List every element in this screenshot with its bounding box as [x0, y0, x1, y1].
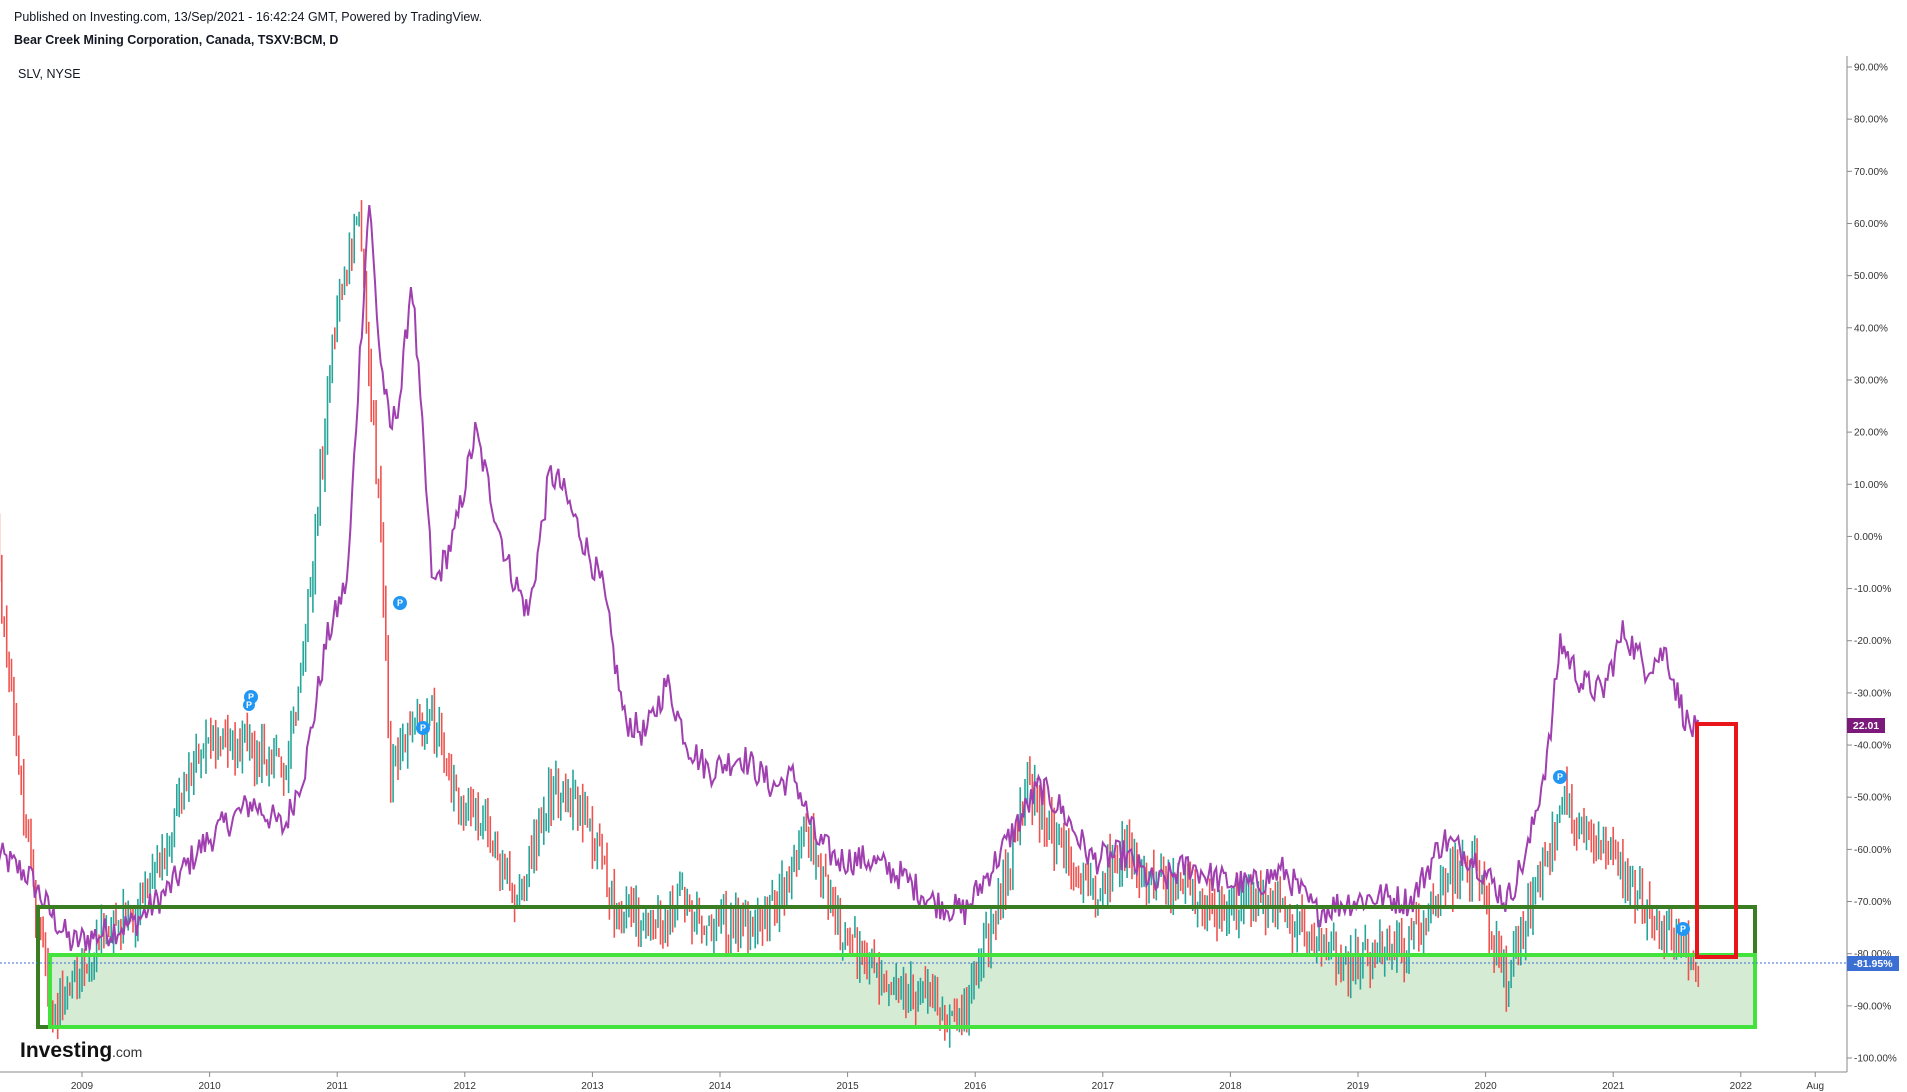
svg-text:P: P — [397, 598, 403, 608]
y-tick-label: -70.00% — [1854, 897, 1891, 908]
x-tick-label: 2017 — [1092, 1081, 1115, 1092]
svg-text:P: P — [1557, 772, 1563, 782]
x-tick-label: 2009 — [71, 1081, 94, 1092]
p-marker[interactable]: P — [1676, 922, 1690, 936]
x-tick-label: 2016 — [964, 1081, 987, 1092]
svg-text:P: P — [1680, 924, 1686, 934]
x-tick-label: 2018 — [1219, 1081, 1242, 1092]
y-tick-label: -30.00% — [1854, 688, 1891, 699]
investing-logo: Investing .com — [20, 1039, 142, 1062]
x-tick-label: Aug — [1806, 1081, 1824, 1092]
x-tick-label: 2020 — [1474, 1081, 1497, 1092]
y-tick-label: 20.00% — [1854, 428, 1888, 439]
x-tick-label: 2021 — [1602, 1081, 1625, 1092]
slv-line — [0, 204, 1700, 952]
x-tick-label: 2012 — [454, 1081, 477, 1092]
x-axis: 2009 2010 2011 2012 2013 2014 2015 2016 2017 2018… — [71, 1072, 1824, 1092]
y-tick-label: -40.00% — [1854, 741, 1891, 752]
slv-line-series — [0, 204, 1700, 952]
p-marker[interactable]: P — [393, 596, 407, 610]
y-tick-label: 50.00% — [1854, 271, 1888, 282]
p-marker[interactable]: P — [243, 699, 255, 711]
bcm-candlestick-series — [0, 200, 1700, 1048]
y-tick-label: 40.00% — [1854, 323, 1888, 334]
bcm-price-tag: -81.95% — [1847, 956, 1899, 971]
p-marker[interactable]: P — [1553, 770, 1567, 784]
y-tick-label: 10.00% — [1854, 480, 1888, 491]
slv-price-tag: 22.01 — [1847, 718, 1885, 733]
svg-text:.com: .com — [112, 1044, 142, 1060]
svg-text:P: P — [246, 700, 252, 710]
svg-text:P: P — [248, 692, 254, 702]
y-tick-label: -10.00% — [1854, 584, 1891, 595]
y-tick-label: 60.00% — [1854, 219, 1888, 230]
y-tick-label: -60.00% — [1854, 845, 1891, 856]
y-tick-label: -80.00% — [1854, 949, 1891, 960]
y-tick-label: -100.00% — [1854, 1054, 1897, 1065]
x-tick-label: 2019 — [1347, 1081, 1370, 1092]
y-axis: 90.00% 80.00% 70.00% 60.00% 50.00% 40.00% 30.0… — [1847, 63, 1897, 1065]
y-tick-label: 0.00% — [1854, 532, 1882, 543]
x-tick-label: 2010 — [198, 1081, 221, 1092]
published-info: Published on Investing.com, 13/Sep/2021 … — [14, 10, 483, 24]
support-zone-fill — [50, 954, 1755, 1027]
y-tick-label: 70.00% — [1854, 167, 1888, 178]
y-tick-label: -90.00% — [1854, 1001, 1891, 1012]
x-tick-label: 2022 — [1730, 1081, 1753, 1092]
p-marker[interactable]: P — [416, 721, 430, 735]
red-target-box — [1695, 722, 1738, 959]
y-tick-label: -50.00% — [1854, 793, 1891, 804]
y-tick-label: 90.00% — [1854, 63, 1888, 74]
svg-text:P: P — [420, 723, 426, 733]
svg-text:-81.95%: -81.95% — [1853, 958, 1893, 970]
x-tick-label: 2013 — [581, 1081, 604, 1092]
svg-text:Investing: Investing — [20, 1039, 112, 1062]
x-tick-label: 2015 — [836, 1081, 859, 1092]
comparison-series-label: SLV, NYSE — [18, 67, 81, 81]
x-tick-label: 2014 — [709, 1081, 732, 1092]
light-green-support-box — [48, 953, 1757, 1029]
symbol-title: Bear Creek Mining Corporation, Canada, T… — [14, 33, 339, 47]
y-tick-label: 30.00% — [1854, 375, 1888, 386]
svg-text:22.01: 22.01 — [1853, 720, 1879, 732]
x-tick-label: 2011 — [326, 1081, 348, 1092]
y-tick-label: 80.00% — [1854, 115, 1888, 126]
y-tick-label: -20.00% — [1854, 636, 1891, 647]
